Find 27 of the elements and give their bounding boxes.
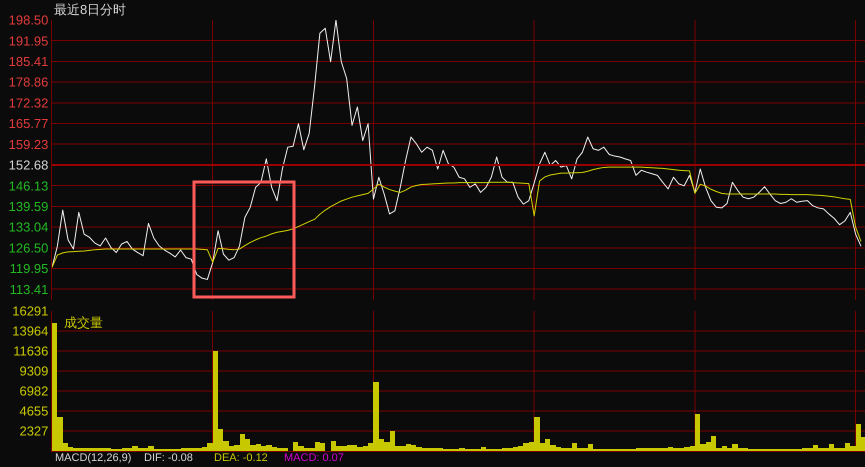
y-tick-label: 2327 [19,424,48,439]
y-tick-label: 172.32 [8,95,48,110]
y-tick-label: 191.95 [8,33,48,48]
chart-title: 最近8日分时 [54,2,126,17]
y-tick-label: 178.86 [8,74,48,90]
y-tick-label: 133.04 [8,220,48,235]
y-tick-label: 119.95 [10,261,48,276]
y-tick-label: 11636 [13,344,48,359]
y-tick-label: 139.59 [8,198,48,214]
y-tick-label: 113.41 [10,282,48,297]
chart-title: 成交量 [64,315,103,330]
text: DIF: -0.08 [144,452,193,464]
y-tick-label: 165.77 [8,116,48,132]
text: MACD(12,26,9) [55,452,132,464]
y-tick-label: 126.50 [8,240,48,256]
y-tick-label: 185.41 [8,54,48,69]
y-tick-label: 152.68 [8,158,48,173]
y-tick-label: 6982 [19,384,48,399]
y-tick-label: 198.50 [8,12,48,28]
y-tick-label: 13964 [12,324,48,339]
y-tick-label: 9309 [19,364,48,379]
y-tick-label: 146.13 [8,178,48,194]
text: DEA: -0.12 [214,452,268,464]
y-tick-label: 4655 [19,404,48,419]
text: MACD: 0.07 [284,452,344,464]
y-tick-label: 16291 [12,304,48,319]
y-tick-label: 159.23 [8,136,48,152]
